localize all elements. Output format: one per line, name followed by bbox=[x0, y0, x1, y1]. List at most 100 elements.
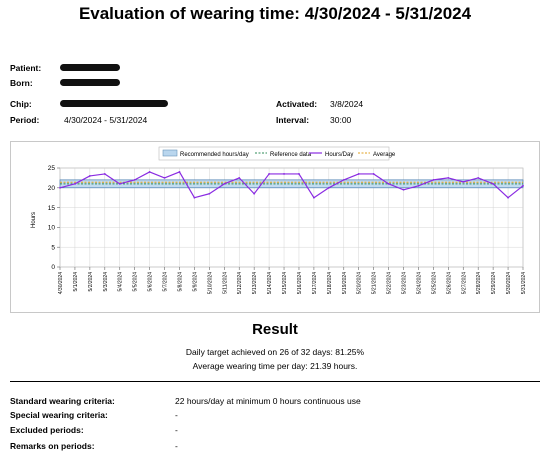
hours-point bbox=[148, 171, 151, 173]
x-tick-label: 5/23/2024 bbox=[402, 272, 408, 294]
standard-criteria-label: Standard wearing criteria: bbox=[10, 396, 115, 406]
x-tick-label: 5/7/2024 bbox=[163, 272, 169, 292]
x-tick-label: 5/5/2024 bbox=[133, 272, 139, 292]
interval-value: 30:00 bbox=[330, 115, 352, 125]
hours-point bbox=[193, 196, 196, 199]
hours-point bbox=[268, 173, 270, 175]
page-title: Evaluation of wearing time: 4/30/2024 - … bbox=[78, 4, 472, 23]
y-tick-label: 10 bbox=[48, 225, 56, 232]
x-tick-label: 5/10/2024 bbox=[207, 272, 213, 294]
x-tick-label: 5/28/2024 bbox=[476, 272, 482, 294]
hours-point bbox=[298, 173, 300, 175]
wearing-time-chart: Recommended hours/day Reference data Hou… bbox=[10, 141, 540, 313]
x-tick-label: 5/11/2024 bbox=[222, 272, 228, 294]
hours-point bbox=[253, 192, 256, 195]
hours-point bbox=[372, 173, 375, 175]
x-tick-label: 5/27/2024 bbox=[461, 272, 467, 294]
x-tick-label: 5/16/2024 bbox=[297, 272, 303, 294]
special-criteria-label: Special wearing criteria: bbox=[10, 410, 108, 420]
y-tick-label: 20 bbox=[48, 185, 56, 192]
x-tick-label: 5/17/2024 bbox=[312, 272, 318, 294]
activated-value: 3/8/2024 bbox=[330, 99, 364, 109]
standard-criteria-value: 22 hours/day at minimum 0 hours continuo… bbox=[175, 396, 361, 406]
result-title: Result bbox=[252, 321, 298, 338]
patient-redaction bbox=[60, 64, 120, 71]
y-axis-label: Hours bbox=[31, 212, 37, 228]
legend-reference: Reference data bbox=[270, 152, 312, 158]
hours-point bbox=[387, 182, 390, 185]
x-tick-label: 5/26/2024 bbox=[446, 272, 452, 294]
hours-point bbox=[447, 177, 450, 179]
interval-label: Interval: bbox=[276, 115, 310, 125]
x-tick-label: 5/30/2024 bbox=[506, 272, 512, 294]
hours-point bbox=[492, 182, 495, 185]
remarks-label: Remarks on periods: bbox=[10, 441, 95, 451]
hours-point bbox=[342, 178, 345, 181]
hours-point bbox=[223, 182, 226, 185]
hours-point bbox=[462, 180, 465, 183]
hours-series-line bbox=[59, 171, 524, 199]
hours-point bbox=[74, 182, 76, 185]
hours-point bbox=[283, 173, 285, 175]
born-redaction bbox=[60, 79, 120, 86]
y-tick-label: 5 bbox=[51, 244, 55, 251]
period-value: 4/30/2024 - 5/31/2024 bbox=[64, 115, 148, 125]
x-tick-label: 5/21/2024 bbox=[372, 272, 378, 294]
hours-point bbox=[432, 178, 435, 181]
hours-point bbox=[238, 177, 241, 179]
period-label: Period: bbox=[10, 115, 40, 125]
hours-point bbox=[208, 192, 211, 195]
x-tick-label: 5/25/2024 bbox=[431, 272, 437, 294]
chart-legend: Recommended hours/day Reference data Hou… bbox=[158, 146, 396, 161]
legend-recommended: Recommended hours/day bbox=[180, 152, 249, 158]
hours-point bbox=[357, 173, 360, 175]
chart-svg: Recommended hours/day Reference data Hou… bbox=[31, 146, 527, 294]
x-tick-label: 5/1/2024 bbox=[73, 272, 79, 292]
legend-average: Average bbox=[373, 152, 396, 158]
born-label: Born: bbox=[10, 78, 33, 88]
x-tick-label: 5/31/2024 bbox=[521, 272, 527, 294]
hours-point bbox=[133, 178, 136, 181]
hours-point bbox=[402, 188, 405, 191]
hours-point bbox=[163, 177, 166, 179]
hours-point bbox=[118, 182, 121, 185]
y-tick-label: 15 bbox=[48, 205, 56, 212]
hours-point bbox=[59, 186, 61, 189]
x-tick-label: 5/20/2024 bbox=[357, 272, 363, 294]
hours-point bbox=[88, 175, 91, 177]
hours-point bbox=[313, 196, 315, 199]
x-tick-label: 4/30/2024 bbox=[58, 272, 64, 294]
x-tick-label: 5/19/2024 bbox=[342, 272, 348, 294]
x-tick-label: 5/15/2024 bbox=[282, 272, 288, 294]
chip-label: Chip: bbox=[10, 99, 32, 109]
x-tick-label: 5/3/2024 bbox=[103, 272, 109, 292]
excluded-periods-label: Excluded periods: bbox=[10, 425, 84, 435]
x-tick-label: 5/18/2024 bbox=[327, 272, 333, 294]
hours-point bbox=[417, 184, 420, 187]
patient-label: Patient: bbox=[10, 63, 42, 73]
x-tick-label: 5/4/2024 bbox=[118, 272, 124, 292]
result-average-line: Average wearing time per day: 21.39 hour… bbox=[192, 361, 358, 371]
y-tick-label: 0 bbox=[51, 264, 55, 271]
x-tick-label: 5/24/2024 bbox=[416, 272, 422, 294]
hours-point bbox=[522, 184, 524, 187]
legend-hours: Hours/Day bbox=[325, 152, 353, 158]
x-tick-label: 5/9/2024 bbox=[192, 272, 198, 292]
remarks-value: - bbox=[175, 441, 178, 451]
chip-redaction bbox=[60, 100, 168, 107]
legend-band-swatch bbox=[162, 149, 178, 157]
hours-point bbox=[327, 186, 330, 189]
hours-point bbox=[178, 171, 181, 173]
x-tick-label: 5/12/2024 bbox=[237, 272, 243, 294]
y-tick-label: 25 bbox=[48, 165, 56, 172]
x-tick-label: 5/22/2024 bbox=[387, 272, 393, 294]
result-target-line: Daily target achieved on 26 of 32 days: … bbox=[185, 347, 365, 357]
hours-point bbox=[507, 196, 509, 199]
x-tick-label: 5/13/2024 bbox=[252, 272, 258, 294]
plot-area: 0 5 10 15 20 25 4/30/2024 5/1/2024 5/2/2024 5/3/2… bbox=[48, 165, 527, 294]
x-tick-label: 5/8/2024 bbox=[177, 272, 183, 292]
x-tick-label: 5/6/2024 bbox=[148, 272, 154, 292]
excluded-periods-value: - bbox=[175, 425, 178, 435]
x-tick-label: 5/14/2024 bbox=[267, 272, 273, 294]
divider bbox=[10, 381, 540, 382]
